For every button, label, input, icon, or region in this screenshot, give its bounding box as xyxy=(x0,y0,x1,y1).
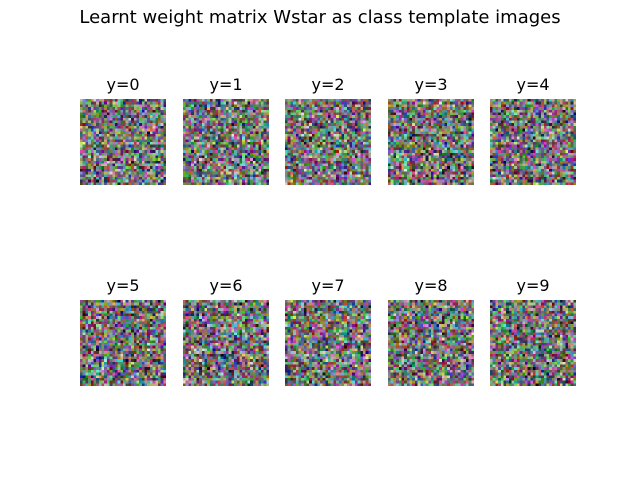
class-template-image xyxy=(490,300,576,386)
class-template-image xyxy=(388,300,474,386)
class-template-image xyxy=(490,99,576,185)
figure-title: Learnt weight matrix Wstar as class temp… xyxy=(79,7,561,28)
panel-title: y=8 xyxy=(414,276,448,295)
panel-title: y=7 xyxy=(311,276,345,295)
panel-title: y=0 xyxy=(106,75,140,94)
class-template-image xyxy=(285,99,371,185)
panel-title: y=4 xyxy=(516,75,550,94)
class-template-image xyxy=(388,99,474,185)
class-template-image xyxy=(183,300,269,386)
class-template-image xyxy=(80,300,166,386)
panel-title: y=2 xyxy=(311,75,345,94)
class-template-image xyxy=(285,300,371,386)
panel-title: y=5 xyxy=(106,276,140,295)
class-template-image xyxy=(80,99,166,185)
panel-title: y=6 xyxy=(209,276,243,295)
panel-title: y=9 xyxy=(516,276,550,295)
class-template-image xyxy=(183,99,269,185)
panel-title: y=1 xyxy=(209,75,243,94)
panel-title: y=3 xyxy=(414,75,448,94)
